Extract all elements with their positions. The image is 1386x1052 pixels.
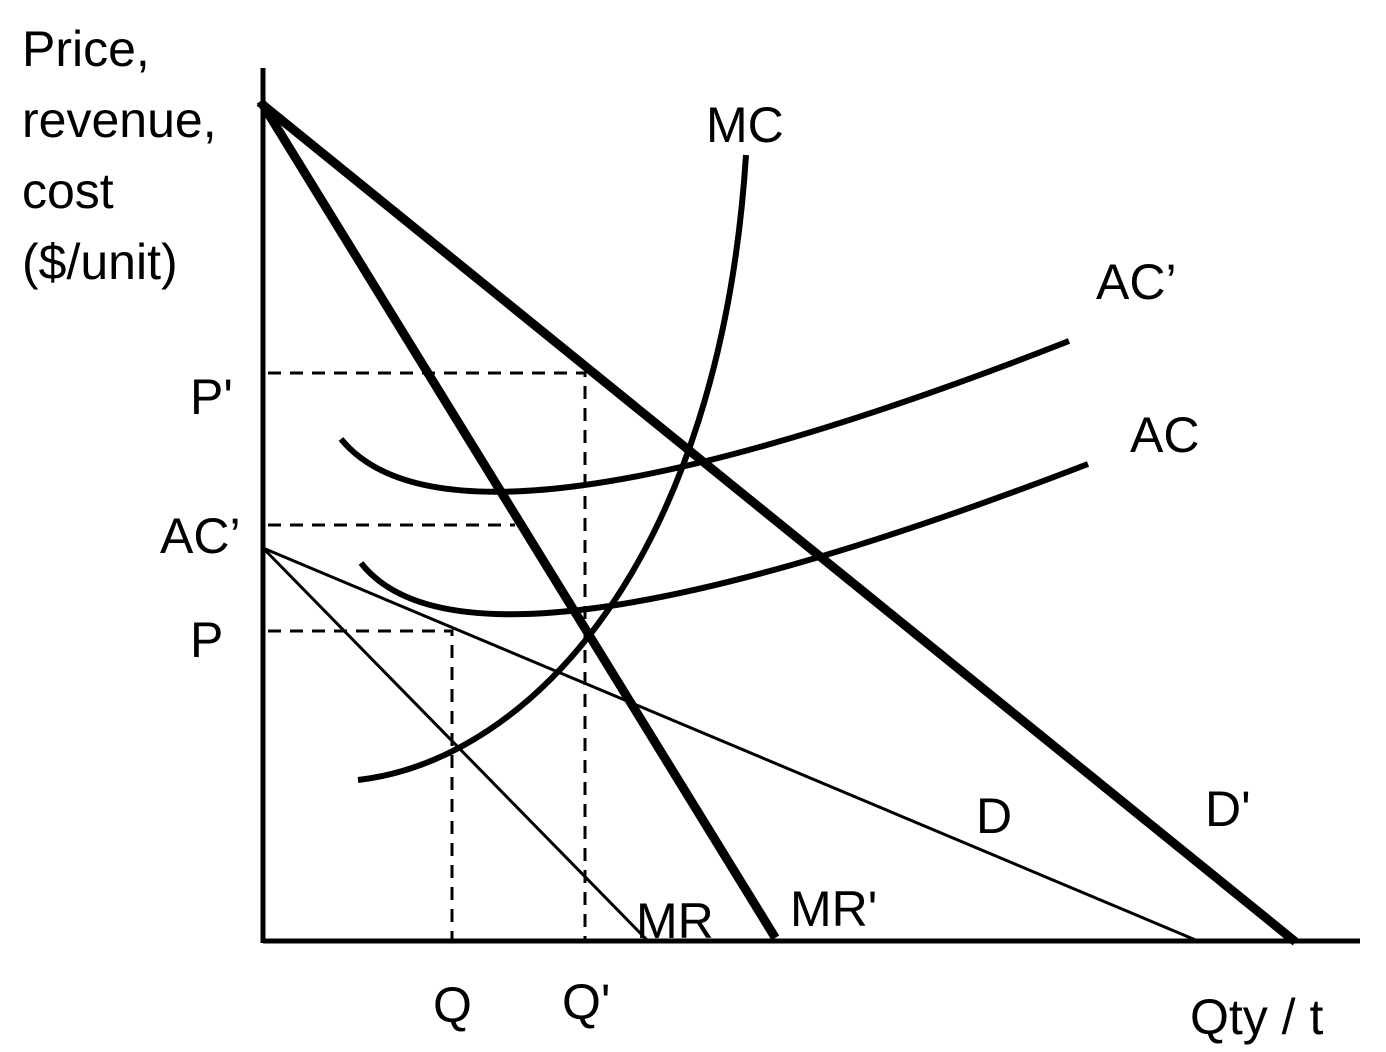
y-axis-label-line-2: revenue, — [22, 92, 217, 148]
p-prime-guide — [268, 371, 587, 941]
curve-label-ac: AC — [1130, 407, 1199, 463]
demand-curve-d — [262, 546, 1199, 943]
curve-label-mc: MC — [706, 97, 784, 153]
tick-label-p-prime: P' — [190, 369, 233, 425]
average-cost-curve-ac — [358, 461, 1090, 618]
marginal-cost-curve — [357, 154, 749, 783]
y-axis-label-line-3: cost — [22, 163, 114, 219]
y-axis-label-line-1: Price, — [22, 21, 150, 77]
tick-label-q-prime: Q' — [562, 974, 610, 1030]
marginal-revenue-curve-mr-prime — [256, 98, 780, 941]
curve-label-mr-prime: MR' — [790, 881, 877, 937]
tick-label-ac-prime: AC’ — [160, 508, 241, 564]
demand-curve-d-prime — [256, 98, 1299, 946]
curve-label-ac-prime: AC’ — [1096, 254, 1177, 310]
curve-label-d-prime: D' — [1205, 781, 1251, 837]
tick-label-p: P — [190, 612, 223, 668]
tick-label-q: Q — [433, 977, 472, 1033]
x-axis-label: Qty / t — [1190, 989, 1323, 1045]
curve-label-d: D — [976, 788, 1012, 844]
y-axis-label-line-4: ($/unit) — [22, 234, 178, 290]
p-guide — [268, 629, 454, 941]
marginal-revenue-curve-mr — [261, 546, 650, 943]
curve-label-mr: MR — [636, 893, 714, 949]
average-cost-curve-ac-prime — [338, 338, 1071, 495]
